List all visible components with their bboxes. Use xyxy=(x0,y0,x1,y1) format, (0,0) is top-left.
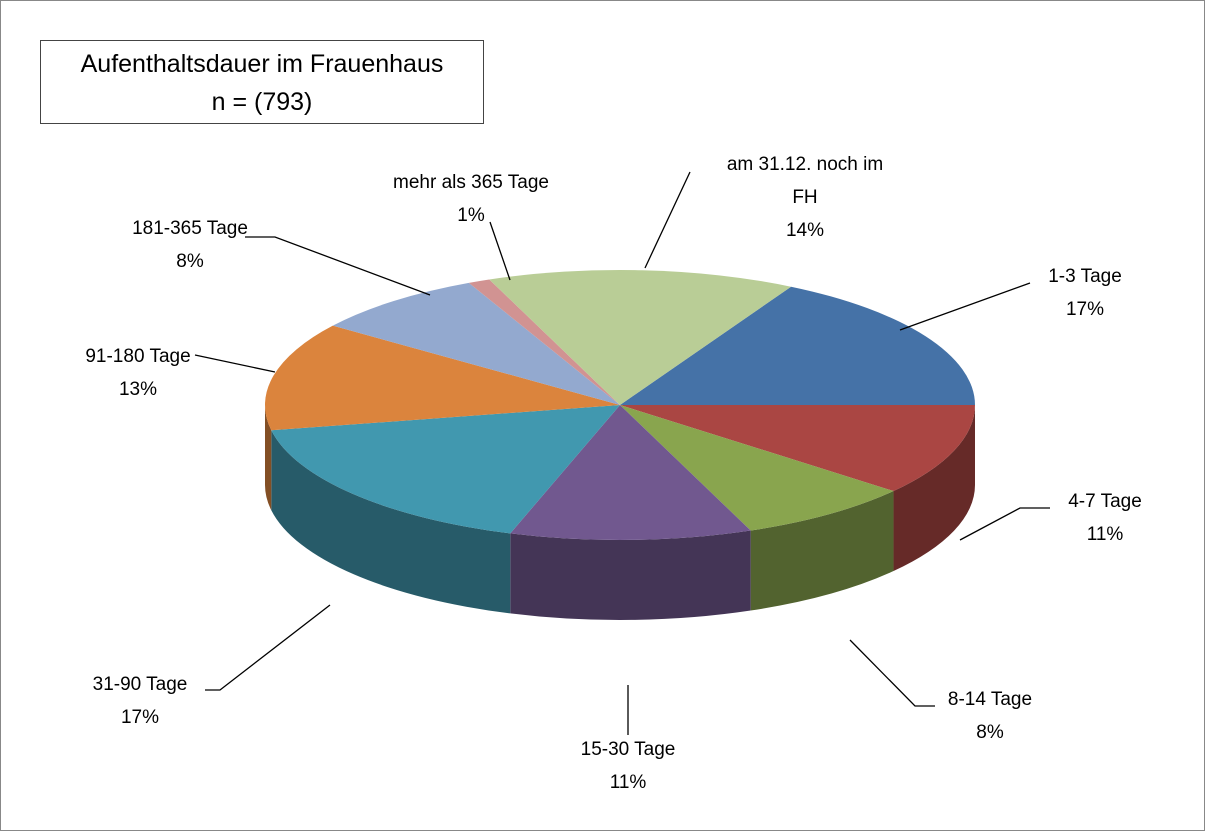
pie-side xyxy=(893,405,975,572)
pie-slice xyxy=(265,325,620,431)
data-label: 15-30 Tage 11% xyxy=(508,733,748,799)
chart-title: Aufenthaltsdauer im Frauenhaus xyxy=(80,50,444,78)
label-category: am 31.12. noch im FH xyxy=(726,154,884,208)
label-value: 8% xyxy=(176,251,204,272)
label-category: 91-180 Tage xyxy=(85,346,191,367)
leader-line xyxy=(959,507,1050,541)
leader-line xyxy=(194,354,276,373)
pie-slice xyxy=(620,286,975,405)
data-label: 181-365 Tage 8% xyxy=(70,212,310,278)
data-label: mehr als 365 Tage 1% xyxy=(351,166,591,232)
data-label: 8-14 Tage 8% xyxy=(870,683,1110,749)
leader-line xyxy=(849,639,935,707)
data-label: 31-90 Tage 17% xyxy=(20,668,260,734)
leader-line xyxy=(899,282,1031,331)
label-category: 1-3 Tage xyxy=(1048,266,1122,287)
chart-subtitle: n = (793) xyxy=(211,88,313,116)
leader-line xyxy=(644,171,691,269)
label-value: 13% xyxy=(118,379,158,400)
pie-slice xyxy=(271,405,620,534)
label-value: 8% xyxy=(976,722,1004,743)
leader-line xyxy=(245,236,431,296)
pie-slice xyxy=(332,282,620,405)
label-category: 4-7 Tage xyxy=(1068,491,1142,512)
label-value: 17% xyxy=(120,707,160,728)
label-category: mehr als 365 Tage xyxy=(393,172,549,193)
title-box: Aufenthaltsdauer im Frauenhaus n = (793) xyxy=(40,40,484,124)
tops xyxy=(265,270,975,540)
data-label: 91-180 Tage 13% xyxy=(18,340,258,406)
sides xyxy=(265,405,975,620)
label-value: 17% xyxy=(1065,299,1105,320)
pie-side xyxy=(510,530,751,620)
pie-slice xyxy=(620,405,894,531)
pie-slice xyxy=(620,405,975,492)
label-value: 11% xyxy=(1086,524,1124,545)
label-category: 31-90 Tage xyxy=(92,674,188,695)
label-value: 1% xyxy=(457,205,485,226)
pie-slice xyxy=(510,405,751,540)
pie-slice xyxy=(468,279,620,405)
pie-side xyxy=(265,405,272,511)
label-category: 15-30 Tage xyxy=(580,739,676,760)
pie-slice xyxy=(489,270,792,405)
leader-line xyxy=(489,221,511,281)
label-category: 181-365 Tage xyxy=(132,218,248,239)
leader-line xyxy=(205,604,331,691)
label-value: 11% xyxy=(609,772,647,793)
pie-side xyxy=(750,491,894,611)
data-label: am 31.12. noch im FH 14% xyxy=(720,148,890,247)
data-label: 1-3 Tage 17% xyxy=(965,260,1205,326)
label-category: 8-14 Tage xyxy=(947,689,1033,710)
data-label: 4-7 Tage 11% xyxy=(985,485,1205,551)
pie-side xyxy=(271,430,511,614)
label-value: 14% xyxy=(785,220,825,241)
